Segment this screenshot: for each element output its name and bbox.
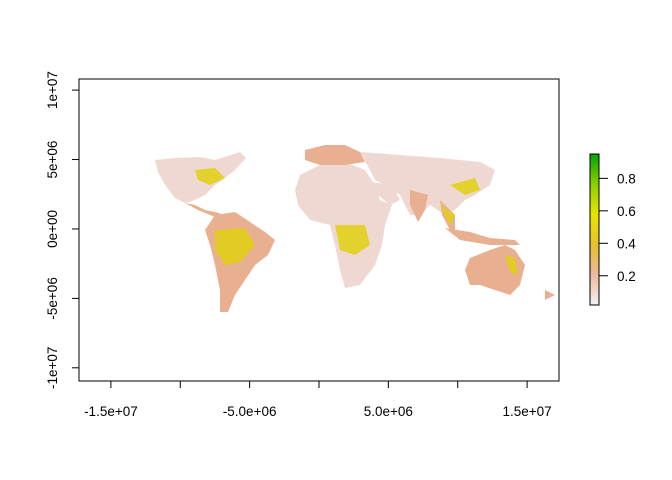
asia-land <box>360 152 495 215</box>
eastern-us-high-values <box>195 168 225 185</box>
y-tick-label: -1e+07 <box>45 347 60 389</box>
east-china-high-values <box>450 178 480 195</box>
legend-tick-label: 0.8 <box>617 171 636 186</box>
new-zealand-land <box>545 290 555 300</box>
x-axis: -1.5e+07 -5.0e+06 5.0e+06 1.5e+07 <box>84 380 552 419</box>
east-australia-high-values <box>505 255 518 275</box>
legend-colorbar <box>589 153 600 306</box>
plot-frame <box>78 78 560 382</box>
indonesia-land <box>445 228 520 245</box>
legend-tick-label: 0.2 <box>617 269 636 284</box>
y-tick-label: -5e+06 <box>45 277 60 319</box>
x-tick-label: 1.5e+07 <box>502 404 551 419</box>
y-tick-label: 1e+07 <box>45 71 60 109</box>
amazon-high-values <box>215 228 255 265</box>
color-legend: 0.2 0.4 0.6 0.8 <box>589 153 636 306</box>
x-tick-label: -1.5e+07 <box>84 404 138 419</box>
congo-high-values <box>335 225 370 255</box>
legend-tick-label: 0.4 <box>617 236 636 251</box>
high-value-areas <box>195 168 518 275</box>
india-land <box>410 190 428 222</box>
europe-land <box>305 145 365 165</box>
arabia-land <box>372 182 400 205</box>
x-tick-label: -5.0e+06 <box>223 404 277 419</box>
y-tick-label: 5e+06 <box>45 141 60 179</box>
indochina-high-values <box>440 205 455 225</box>
y-tick-label: 0e+00 <box>45 210 60 248</box>
y-axis: 1e+07 5e+06 0e+00 -5e+06 -1e+07 <box>45 71 80 389</box>
x-tick-label: 5.0e+06 <box>364 404 413 419</box>
legend-tick-label: 0.6 <box>617 204 636 219</box>
